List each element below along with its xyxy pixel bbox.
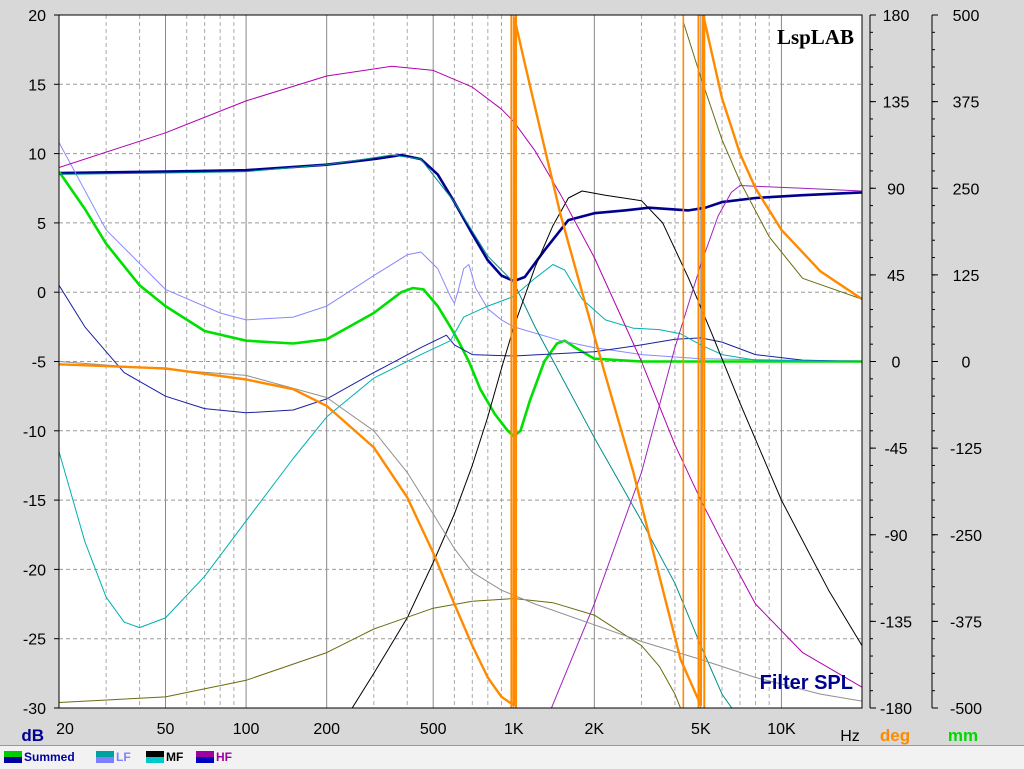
legend: Summed LF MF HF [0, 745, 1024, 769]
series-line [682, 21, 862, 300]
mm-tick-label: 0 [962, 355, 971, 372]
legend-item-lf: LF [96, 750, 131, 764]
legend-swatch [196, 751, 214, 763]
mm-tick-label: 500 [953, 8, 980, 25]
x-tick-label: 100 [233, 721, 260, 738]
series-line [59, 264, 862, 629]
y-tick-label: -15 [23, 493, 46, 510]
series-layer [58, 14, 863, 709]
x-tick-label: 500 [420, 721, 447, 738]
series-line [59, 142, 862, 362]
y-tick-label: -10 [23, 424, 46, 441]
mm-tick-label: -125 [950, 441, 982, 458]
legend-label: LF [116, 750, 131, 764]
chart-title: Filter SPL [760, 672, 853, 694]
legend-label: HF [216, 750, 232, 764]
y-tick-label: 5 [37, 216, 46, 233]
legend-swatch [96, 751, 114, 763]
mm-tick-label: -250 [950, 528, 982, 545]
legend-swatch [146, 751, 164, 763]
deg-tick-label: 0 [892, 355, 901, 372]
deg-tick-label: -90 [884, 528, 907, 545]
deg-tick-label: -180 [880, 701, 912, 718]
unit-hz: Hz [840, 728, 860, 745]
series-line [59, 598, 682, 708]
series-line [550, 185, 862, 708]
y-tick-label: -30 [23, 701, 46, 718]
series-line [59, 65, 862, 688]
y-tick-label: 15 [28, 77, 46, 94]
series-line [59, 361, 862, 702]
deg-tick-label: 135 [883, 95, 910, 112]
mm-tick-label: 250 [953, 181, 980, 198]
series-line [59, 15, 862, 707]
series-line [59, 170, 862, 438]
y-tick-label: 10 [28, 147, 46, 164]
x-tick-label: 10K [767, 721, 796, 738]
y-tick-label: -20 [23, 562, 46, 579]
mm-tick-label: 125 [953, 268, 980, 285]
y-tick-label: -5 [32, 355, 46, 372]
x-tick-label: 2K [585, 721, 605, 738]
x-tick-label: 50 [157, 721, 175, 738]
deg-tick-label: 45 [887, 268, 905, 285]
legend-label: Summed [24, 750, 75, 764]
unit-db: dB [21, 726, 44, 745]
deg-tick-label: 90 [887, 181, 905, 198]
y-tick-label: -25 [23, 632, 46, 649]
legend-swatch [4, 751, 22, 763]
deg-tick-label: -45 [884, 441, 907, 458]
x-tick-label: 20 [56, 721, 74, 738]
unit-deg: deg [880, 726, 910, 745]
x-tick-label: 1K [504, 721, 524, 738]
unit-mm: mm [948, 726, 978, 745]
legend-item-mf: MF [146, 750, 183, 764]
mm-tick-label: 375 [953, 95, 980, 112]
legend-label: MF [166, 750, 184, 764]
watermark: LspLAB [777, 25, 854, 49]
deg-tick-label: 180 [883, 8, 910, 25]
y-tick-label: 20 [28, 8, 46, 25]
x-tick-label: 5K [691, 721, 711, 738]
x-tick-label: 200 [313, 721, 340, 738]
legend-item-summed: Summed [4, 750, 75, 764]
legend-item-hf: HF [196, 750, 232, 764]
mm-tick-label: -500 [950, 701, 982, 718]
y-tick-label: 0 [37, 285, 46, 302]
mm-tick-label: -375 [950, 614, 982, 631]
deg-tick-label: -135 [880, 614, 912, 631]
